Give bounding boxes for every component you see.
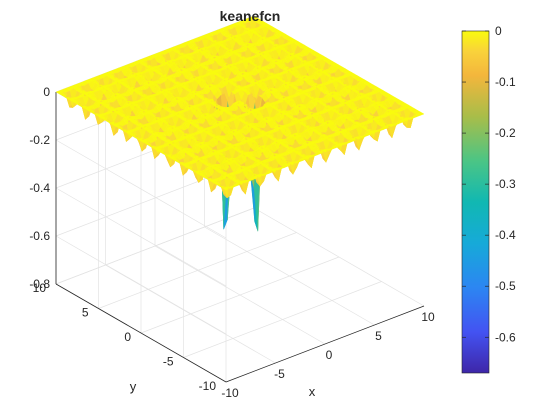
tick-labels: -10 -5 0 5 10 -10 -5 0 5 10 0 -0.2 -0.4 -0.6 -0.8 xyxy=(29,85,435,400)
grid-line xyxy=(98,232,297,309)
colorbar-tick-label: -0.5 xyxy=(495,279,516,293)
x-axis-label: x xyxy=(309,384,316,399)
colorbar-bar xyxy=(461,30,490,374)
x-tick-label: -10 xyxy=(221,386,239,400)
x-tick-label: 10 xyxy=(421,310,435,324)
x-tick-label: 0 xyxy=(326,348,333,362)
x-tick-label: 5 xyxy=(375,329,382,343)
z-tick-label: -0.8 xyxy=(29,277,50,291)
z-tick-label: -0.4 xyxy=(29,181,50,195)
axes-grid xyxy=(55,15,425,383)
grid-line xyxy=(183,281,382,358)
surface-patch xyxy=(416,111,425,116)
y-tick-label: 5 xyxy=(82,306,89,320)
colorbar: 0 -0.1 -0.2 -0.3 -0.4 -0.5 -0.6 xyxy=(461,24,516,374)
x-tick-label: -5 xyxy=(274,367,285,381)
colorbar-tick-label: -0.2 xyxy=(495,126,516,140)
surface xyxy=(55,15,425,232)
z-tick-label: -0.6 xyxy=(29,229,50,243)
y-tick-label: 0 xyxy=(124,330,131,344)
colorbar-tick-label: -0.3 xyxy=(495,177,516,191)
grid-line xyxy=(140,256,340,334)
colorbar-tick-label: -0.4 xyxy=(495,228,516,242)
z-tick-label: -0.2 xyxy=(29,133,50,147)
colorbar-tick-label: 0 xyxy=(495,24,502,38)
colorbar-tick-label: -0.1 xyxy=(495,75,516,89)
y-tick-label: -10 xyxy=(199,379,217,393)
z-tick-label: 0 xyxy=(43,85,50,99)
colorbar-tick-label: -0.6 xyxy=(495,330,516,344)
chart-title: keanefcn xyxy=(220,8,281,24)
x-axis-line xyxy=(225,305,425,383)
y-tick-label: -5 xyxy=(163,355,174,369)
y-tick-label: 10 xyxy=(33,281,47,295)
y-axis-line xyxy=(55,283,227,383)
grid-line xyxy=(55,207,255,285)
y-axis-label: y xyxy=(130,379,137,394)
